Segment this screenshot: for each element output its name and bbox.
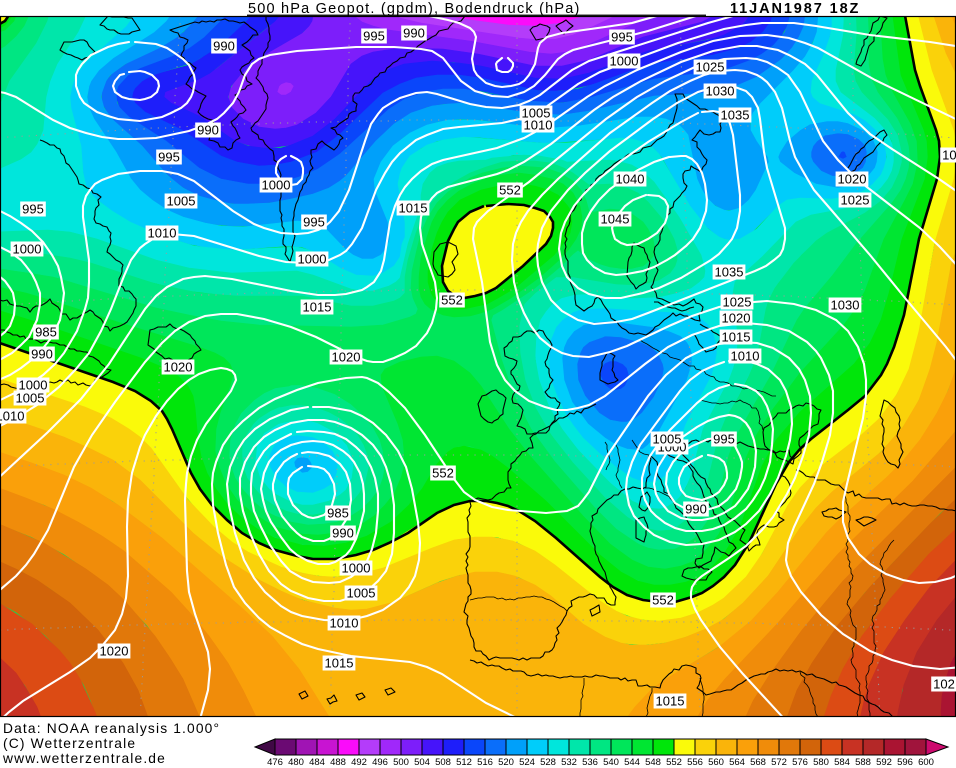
svg-text:584: 584 (834, 757, 850, 768)
svg-text:1005: 1005 (347, 586, 376, 601)
svg-text:1005: 1005 (653, 432, 682, 447)
svg-text:500 hPa Geopot. (gpdm), Bodend: 500 hPa Geopot. (gpdm), Bodendruck (hPa) (248, 1, 581, 17)
svg-text:1040: 1040 (616, 172, 645, 187)
svg-text:11JAN1987 18Z: 11JAN1987 18Z (730, 1, 860, 17)
svg-text:512: 512 (456, 757, 472, 768)
svg-text:552: 552 (666, 757, 682, 768)
svg-text:544: 544 (624, 757, 640, 768)
svg-text:1015: 1015 (722, 330, 751, 345)
svg-text:1020: 1020 (164, 360, 193, 375)
svg-text:528: 528 (540, 757, 556, 768)
svg-text:488: 488 (330, 757, 346, 768)
svg-text:1020: 1020 (838, 172, 867, 187)
svg-text:492: 492 (351, 757, 367, 768)
svg-text:1000: 1000 (342, 561, 371, 576)
svg-text:995: 995 (713, 432, 735, 447)
svg-text:1035: 1035 (715, 265, 744, 280)
svg-text:524: 524 (519, 757, 535, 768)
svg-text:www.wetterzentrale.de: www.wetterzentrale.de (2, 751, 166, 766)
svg-text:Data: NOAA reanalysis 1.000°: Data: NOAA reanalysis 1.000° (3, 721, 220, 736)
svg-text:556: 556 (687, 757, 703, 768)
svg-text:1025: 1025 (841, 193, 870, 208)
svg-text:580: 580 (813, 757, 829, 768)
svg-text:568: 568 (750, 757, 766, 768)
svg-text:600: 600 (918, 757, 934, 768)
svg-text:1030: 1030 (706, 84, 735, 99)
svg-text:484: 484 (309, 757, 325, 768)
svg-text:1000: 1000 (298, 252, 327, 267)
svg-text:496: 496 (372, 757, 388, 768)
svg-text:476: 476 (267, 757, 283, 768)
svg-text:548: 548 (645, 757, 661, 768)
svg-text:1015: 1015 (656, 694, 685, 709)
svg-text:552: 552 (652, 593, 674, 608)
svg-text:1010: 1010 (731, 349, 760, 364)
svg-text:1000: 1000 (610, 54, 639, 69)
svg-text:990: 990 (197, 123, 219, 138)
svg-text:516: 516 (477, 757, 493, 768)
svg-text:1000: 1000 (19, 378, 48, 393)
svg-text:1030: 1030 (831, 298, 860, 313)
svg-text:1020: 1020 (100, 644, 129, 659)
svg-text:540: 540 (603, 757, 619, 768)
svg-text:990: 990 (31, 347, 53, 362)
svg-text:995: 995 (158, 150, 180, 165)
svg-text:990: 990 (332, 526, 354, 541)
svg-text:1005: 1005 (167, 194, 196, 209)
svg-text:990: 990 (213, 39, 235, 54)
svg-text:1005: 1005 (16, 391, 45, 406)
svg-text:508: 508 (435, 757, 451, 768)
svg-text:552: 552 (441, 293, 463, 308)
svg-text:552: 552 (499, 183, 521, 198)
svg-text:(C) Wetterzentrale: (C) Wetterzentrale (3, 736, 136, 751)
svg-text:588: 588 (855, 757, 871, 768)
svg-text:102: 102 (933, 677, 955, 692)
svg-text:101: 101 (942, 148, 956, 163)
svg-text:500: 500 (393, 757, 409, 768)
svg-text:520: 520 (498, 757, 514, 768)
svg-text:536: 536 (582, 757, 598, 768)
svg-text:480: 480 (288, 757, 304, 768)
svg-text:1015: 1015 (325, 656, 354, 671)
svg-text:995: 995 (303, 215, 325, 230)
svg-text:995: 995 (363, 29, 385, 44)
svg-text:560: 560 (708, 757, 724, 768)
svg-text:1010: 1010 (148, 226, 177, 241)
svg-text:1000: 1000 (262, 178, 291, 193)
svg-text:1010: 1010 (0, 409, 24, 424)
svg-text:552: 552 (432, 466, 454, 481)
svg-text:596: 596 (897, 757, 913, 768)
svg-text:1020: 1020 (332, 350, 361, 365)
svg-text:1020: 1020 (722, 311, 751, 326)
svg-text:1025: 1025 (696, 60, 725, 75)
svg-text:995: 995 (22, 202, 44, 217)
svg-text:995: 995 (611, 30, 633, 45)
svg-text:985: 985 (327, 506, 349, 521)
svg-text:1015: 1015 (399, 201, 428, 216)
svg-text:990: 990 (685, 502, 707, 517)
svg-text:532: 532 (561, 757, 577, 768)
svg-text:592: 592 (876, 757, 892, 768)
svg-text:576: 576 (792, 757, 808, 768)
svg-text:504: 504 (414, 757, 430, 768)
svg-text:985: 985 (35, 325, 57, 340)
svg-text:572: 572 (771, 757, 787, 768)
svg-text:1035: 1035 (721, 108, 750, 123)
svg-text:1010: 1010 (524, 118, 553, 133)
svg-text:1025: 1025 (723, 295, 752, 310)
svg-text:1045: 1045 (601, 212, 630, 227)
svg-text:1005: 1005 (522, 106, 551, 121)
svg-text:1010: 1010 (330, 616, 359, 631)
svg-text:1015: 1015 (303, 300, 332, 315)
svg-text:1000: 1000 (13, 242, 42, 257)
svg-text:564: 564 (729, 757, 745, 768)
svg-text:990: 990 (403, 26, 425, 41)
